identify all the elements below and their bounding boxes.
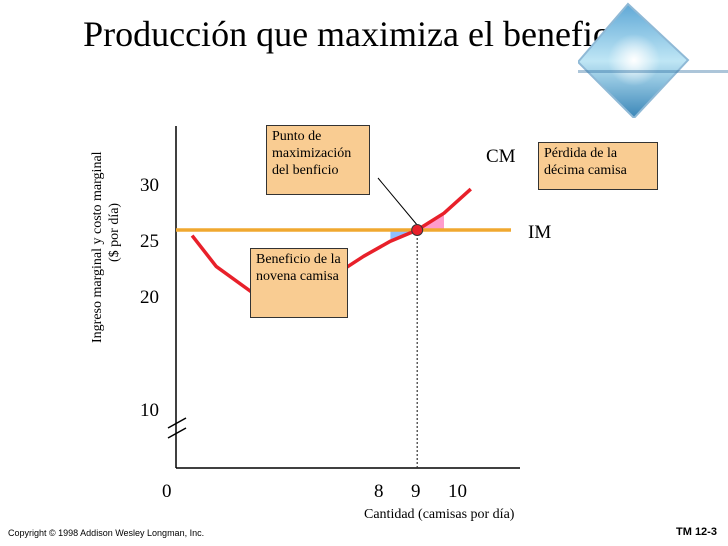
series-label-cm: CM [486,146,516,167]
seascape-decoration [578,2,728,118]
slide-title: Producción que maximiza el beneficio [83,14,637,54]
y-axis-label: Ingreso marginal y costo marginal [90,151,105,343]
callout-tenth-shirt-loss: Pérdida de la décima camisa [538,142,658,190]
optimum-point [411,224,424,236]
series-label-im: IM [528,222,551,243]
callout-max-profit: Punto de maximización del benficio [266,125,370,195]
callout-ninth-shirt-profit: Beneficio de la novena camisa [250,248,348,318]
x-tick-label: 10 [448,481,467,502]
callout-pointer [377,177,419,227]
y-tick-label: 20 [140,287,159,308]
slide-id: TM 12-3 [676,526,717,538]
y-tick-label: 30 [140,175,159,196]
y-tick-label: 10 [140,400,159,421]
x-axis-label: Cantidad (camisas por día) [364,507,515,522]
x-tick-label: 0 [162,481,172,502]
x-tick-label: 9 [411,481,421,502]
axis-break-mark [167,417,187,439]
y-axis-unit: ($ por día) [107,203,122,262]
y-tick-label: 25 [140,231,159,252]
copyright-text: Copyright © 1998 Addison Wesley Longman,… [8,528,205,538]
x-tick-label: 8 [374,481,384,502]
